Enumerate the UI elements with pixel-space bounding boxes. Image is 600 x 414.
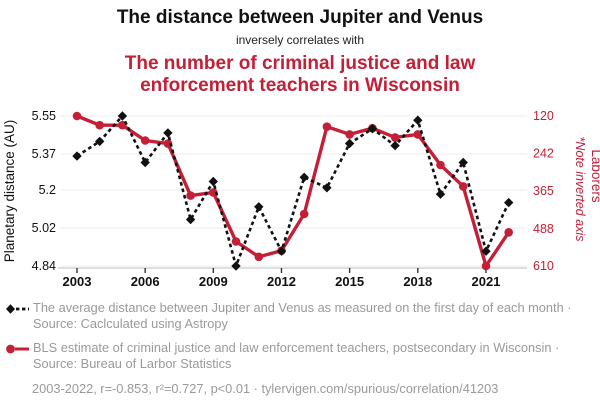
svg-text:365: 365 xyxy=(533,184,554,198)
svg-text:2006: 2006 xyxy=(131,274,160,289)
stats-and-source-url: 2003-2022, r=-0.853, r²=0.727, p<0.01 · … xyxy=(32,381,499,396)
svg-text:2009: 2009 xyxy=(199,274,228,289)
secondary-title: The number of criminal justice and law e… xyxy=(124,53,476,96)
legend-entry-text: BLS estimate of criminal justice and law… xyxy=(33,340,560,371)
svg-text:2015: 2015 xyxy=(335,274,364,289)
legend-entry-text: The average distance between Jupiter and… xyxy=(33,300,572,331)
legend-entry-bls-teachers: BLS estimate of criminal justice and law… xyxy=(5,340,590,371)
svg-text:120: 120 xyxy=(533,109,554,123)
svg-text:Laborers: Laborers xyxy=(589,149,600,203)
svg-text:5.2: 5.2 xyxy=(39,183,56,197)
svg-text:5.55: 5.55 xyxy=(32,109,56,123)
black-diamond-dashed-line-icon xyxy=(6,304,29,314)
svg-text:5.37: 5.37 xyxy=(32,147,56,161)
svg-text:2003: 2003 xyxy=(63,274,92,289)
svg-text:2018: 2018 xyxy=(403,274,432,289)
legend-entry-jupiter-venus: The average distance between Jupiter and… xyxy=(5,300,590,331)
svg-text:Planetary distance (AU): Planetary distance (AU) xyxy=(2,120,17,263)
svg-text:4.84: 4.84 xyxy=(32,259,56,273)
chart-header: The distance between Jupiter and Venus i… xyxy=(0,0,600,97)
correlation-connector-text: inversely correlates with xyxy=(235,33,365,47)
svg-text:*Note inverted axis: *Note inverted axis xyxy=(573,137,587,242)
svg-text:5.02: 5.02 xyxy=(32,221,56,235)
svg-text:488: 488 xyxy=(533,222,554,236)
svg-text:2021: 2021 xyxy=(471,274,500,289)
svg-text:242: 242 xyxy=(533,147,554,161)
svg-text:2012: 2012 xyxy=(267,274,296,289)
svg-text:610: 610 xyxy=(533,259,554,273)
primary-title: The distance between Jupiter and Venus xyxy=(116,7,484,28)
legend: The average distance between Jupiter and… xyxy=(5,300,590,396)
red-circle-solid-line-icon xyxy=(6,344,29,354)
dual-axis-line-chart: 2003 2006 2009 2012 2015 2018 2021 5.55 5.37 5.2 5… xyxy=(2,109,600,289)
